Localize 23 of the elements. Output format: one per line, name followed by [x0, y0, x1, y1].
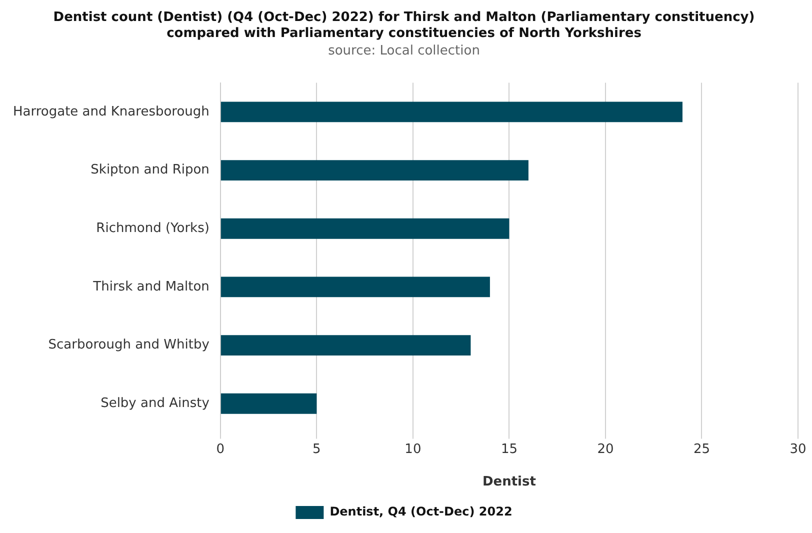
- chart-title: Dentist count (Dentist) (Q4 (Oct-Dec) 2022) for Thirsk and Malton (Parliamentary constituency) compared with Parliamentary constituencies of North Yorkshires: [53, 10, 755, 41]
- y-tick-label: Richmond (Yorks): [96, 221, 210, 236]
- legend-label: Dentist, Q4 (Oct-Dec) 2022: [330, 504, 512, 519]
- bar: [220, 102, 682, 122]
- y-tick-label: Skipton and Ripon: [90, 162, 210, 178]
- x-tick-label: 0: [216, 442, 225, 457]
- bar: [220, 276, 490, 298]
- x-tick-label: 5: [312, 442, 321, 457]
- x-tick-label: 30: [790, 442, 806, 457]
- bar: [220, 393, 317, 414]
- y-tick-label: Selby and Ainsty: [100, 396, 210, 412]
- x-tick-label: 20: [597, 442, 614, 457]
- bar: [220, 218, 510, 239]
- x-axis-title: Dentist: [482, 474, 536, 490]
- chart-subtitle: source: Local collection: [328, 43, 480, 58]
- x-tick-label: 15: [500, 442, 518, 457]
- y-tick-label: Harrogate and Knaresborough: [12, 104, 210, 120]
- x-tick-label: 25: [693, 442, 710, 457]
- x-tick-label: 10: [404, 442, 422, 457]
- y-tick-label: Thirsk and Malton: [92, 279, 210, 294]
- bar: [220, 335, 471, 356]
- y-tick-label: Scarborough and Whitby: [48, 338, 210, 353]
- bar: [220, 160, 528, 181]
